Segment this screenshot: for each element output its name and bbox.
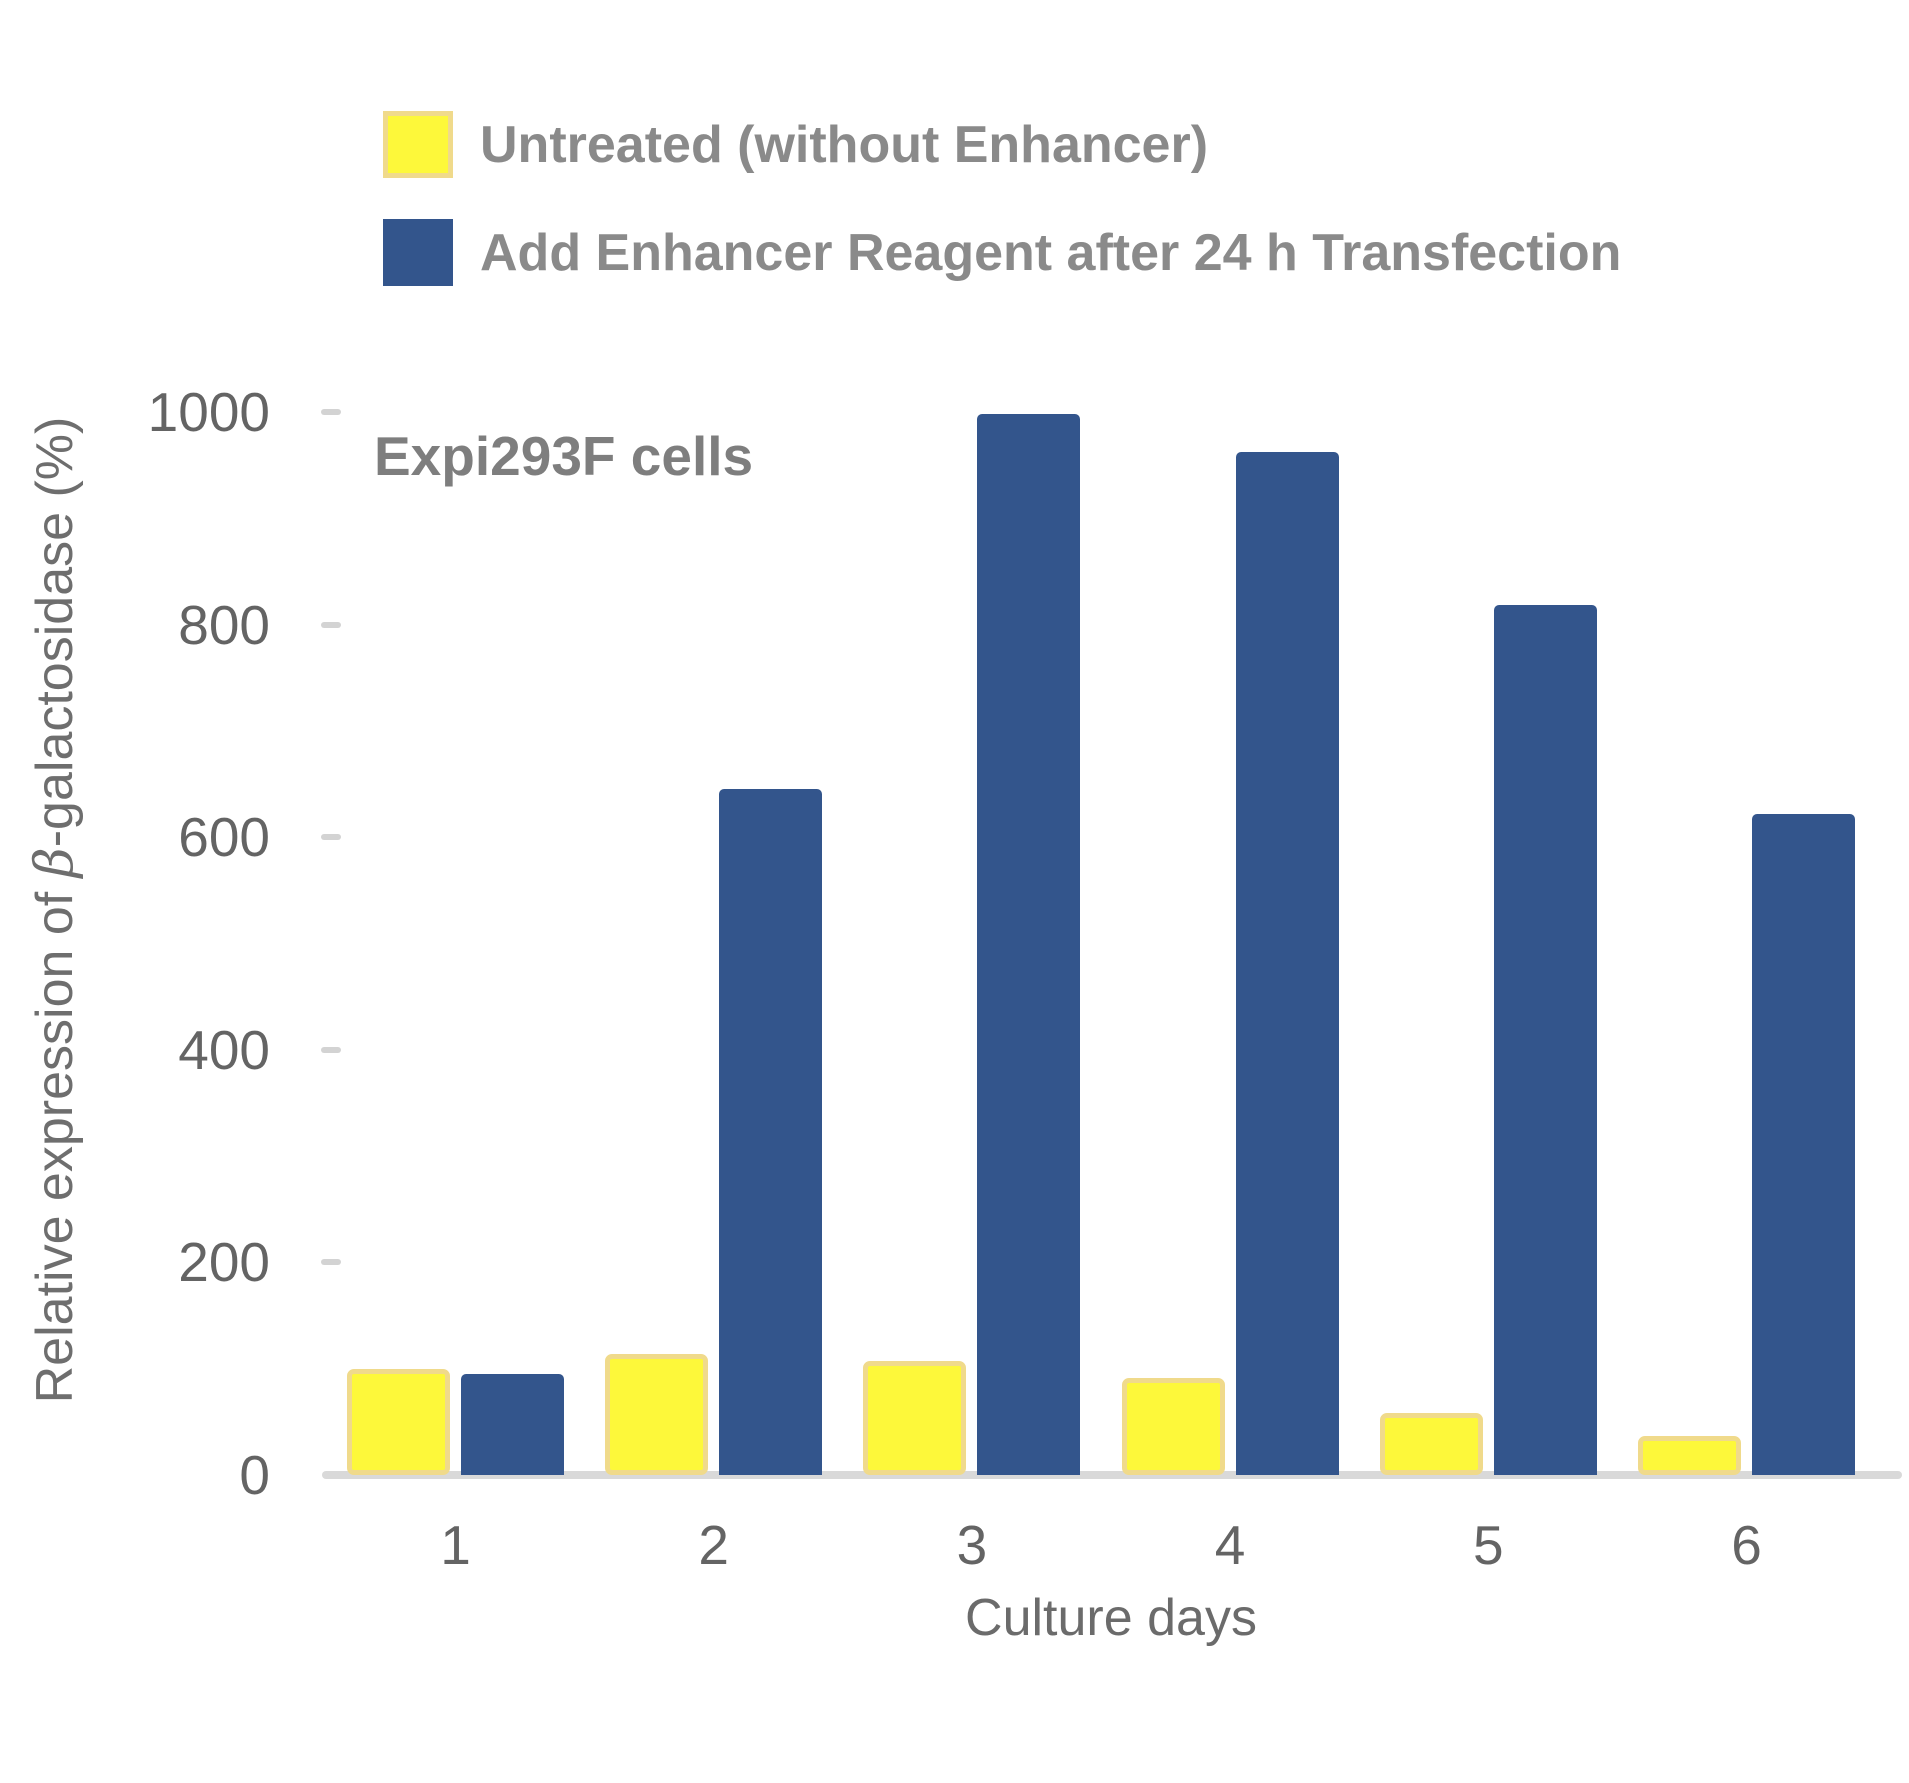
y-tick-mark-200 — [321, 1259, 341, 1266]
bar-untreated-day-6 — [1638, 1435, 1741, 1475]
y-tick-label-800: 800 — [178, 593, 270, 656]
y-tick-label-400: 400 — [178, 1018, 270, 1081]
y-tick-label-200: 200 — [178, 1231, 270, 1294]
legend-swatch-enhancer — [383, 219, 453, 286]
bar-enhancer-day-3 — [977, 414, 1081, 1475]
y-tick-label-1000: 1000 — [147, 381, 270, 443]
x-tick-label-6: 6 — [1731, 1514, 1762, 1576]
y-tick-label-0: 0 — [239, 1444, 270, 1506]
legend-swatch-untreated — [383, 111, 453, 178]
y-tick-mark-400 — [321, 1046, 341, 1053]
bar-untreated-day-4 — [1121, 1378, 1225, 1475]
bar-untreated-day-5 — [1379, 1413, 1483, 1475]
x-tick-label-1: 1 — [440, 1514, 471, 1576]
bar-enhancer-day-1 — [461, 1374, 564, 1475]
bar-untreated-day-2 — [605, 1353, 709, 1475]
x-axis-title: Culture days — [965, 1589, 1257, 1647]
bar-untreated-day-3 — [863, 1361, 967, 1475]
y-tick-label-600: 600 — [178, 806, 270, 869]
y-tick-mark-1000 — [321, 409, 341, 415]
bar-untreated-day-1 — [347, 1368, 450, 1475]
bar-enhancer-day-2 — [719, 789, 823, 1475]
x-axis-line — [322, 1471, 1902, 1479]
legend-label-enhancer: Add Enhancer Reagent after 24 h Transfec… — [480, 224, 1622, 282]
y-axis-title-prefix: Relative expression of — [26, 877, 84, 1404]
y-tick-mark-800 — [321, 621, 341, 628]
annotation-cell-line: Expi293F cells — [374, 425, 754, 487]
x-tick-label-4: 4 — [1214, 1514, 1246, 1576]
y-axis-title: Relative expression of β-galactosidase (… — [23, 260, 87, 1560]
legend-label-untreated: Untreated (without Enhancer) — [480, 116, 1209, 174]
x-tick-label-3: 3 — [956, 1514, 988, 1576]
x-tick-label-2: 2 — [698, 1514, 729, 1576]
y-tick-mark-600 — [321, 834, 341, 841]
x-tick-label-5: 5 — [1473, 1514, 1504, 1576]
bar-enhancer-day-4 — [1235, 452, 1339, 1475]
bar-enhancer-day-6 — [1752, 813, 1855, 1475]
bar-enhancer-day-5 — [1493, 605, 1597, 1475]
